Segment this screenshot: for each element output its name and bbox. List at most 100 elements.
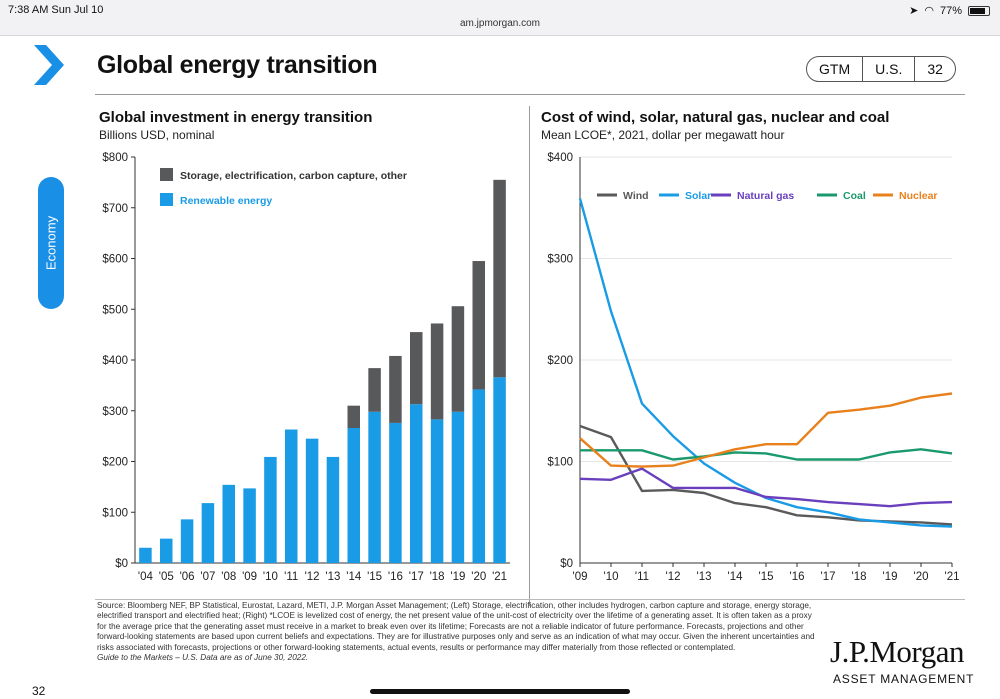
x-tick-label: '18: [852, 571, 867, 583]
y-tick-label: $300: [102, 406, 128, 418]
series-line-solar: [578, 198, 953, 528]
status-time: 7:38 AM Sun Jul 10: [8, 4, 104, 16]
bar-renewable: [305, 438, 319, 563]
bar-renewable: [472, 389, 485, 563]
sidebar-tab-economy[interactable]: [38, 177, 64, 309]
right-chart-subtitle: Mean LCOE*, 2021, dollar per megawatt ho…: [541, 128, 785, 142]
jpmorgan-logo: J.P.Morgan: [830, 634, 964, 669]
x-tick-label: '10: [604, 571, 619, 583]
x-tick-label: '13: [697, 571, 712, 583]
legend-label: Storage, electrification, carbon capture…: [180, 170, 407, 182]
left-chart-subtitle: Billions USD, nominal: [99, 128, 215, 142]
home-indicator[interactable]: [370, 689, 630, 694]
x-tick-label: '12: [305, 571, 320, 583]
y-tick-label: $800: [102, 152, 128, 164]
x-tick-label: '14: [346, 571, 362, 583]
y-tick-label: $500: [102, 304, 128, 316]
legend-label: Renewable energy: [180, 195, 272, 207]
y-tick-label: $200: [102, 457, 128, 469]
bar-renewable: [285, 429, 298, 563]
x-tick-label: '20: [471, 571, 486, 583]
bar-storage: [347, 405, 360, 429]
x-tick-label: '04: [138, 571, 154, 583]
bar-storage: [389, 355, 402, 423]
left-bar-chart: $0 $100 $200 $300 $400 $500 $600 $700 $800 '04 '05…: [102, 152, 510, 583]
y-tick-label: $0: [560, 558, 573, 570]
bar-storage: [410, 332, 423, 405]
bar-renewable: [368, 411, 381, 563]
right-chart-title: Cost of wind, solar, natural gas, nuclea…: [541, 109, 890, 126]
x-tick-label: '21: [492, 571, 507, 583]
x-tick-label: '15: [759, 571, 774, 583]
legend-swatch: [160, 168, 173, 181]
bar-renewable: [243, 488, 256, 563]
asset-management-label: ASSET MANAGEMENT: [833, 672, 975, 686]
page-number: 32: [32, 684, 46, 698]
legend-label: Nuclear: [899, 190, 938, 202]
bar-renewable: [451, 411, 465, 563]
series-line-nuclear: [579, 392, 953, 468]
bar-storage: [493, 179, 506, 378]
source-note: Source: Bloomberg NEF, BP Statistical, E…: [97, 601, 815, 663]
x-tick-label: '21: [945, 571, 960, 583]
x-tick-label: '09: [242, 571, 257, 583]
x-tick-label: '11: [635, 571, 649, 583]
wifi-icon: ◠: [924, 5, 934, 17]
footer-divider: [95, 599, 965, 600]
address-url[interactable]: am.jpmorgan.com: [459, 18, 541, 29]
x-tick-label: '10: [263, 571, 278, 583]
x-tick-label: '09: [573, 571, 588, 583]
bar-storage: [451, 306, 465, 412]
sidebar-tab-label: Economy: [43, 215, 59, 271]
x-tick-label: '16: [790, 571, 805, 583]
bar-renewable: [160, 538, 173, 563]
y-tick-label: $400: [102, 355, 128, 367]
x-tick-label: '17: [409, 571, 424, 583]
y-tick-label: $700: [102, 203, 128, 215]
legend-label: Coal: [843, 190, 866, 202]
bar-renewable: [201, 503, 215, 563]
bar-storage: [368, 368, 381, 412]
y-tick-label: $200: [547, 355, 573, 367]
y-tick-label: $100: [102, 507, 128, 519]
y-tick-label: $600: [102, 254, 128, 266]
y-tick-label: $100: [547, 457, 573, 469]
battery-icon: [968, 5, 990, 16]
series-line-wind: [579, 424, 953, 526]
x-tick-label: '11: [284, 571, 298, 583]
legend-swatch: [160, 193, 173, 206]
bar-renewable: [222, 484, 235, 563]
guide-note: Guide to the Markets – U.S. Data are as …: [97, 653, 309, 663]
tag-gtm: GTM: [807, 57, 864, 81]
title-divider: [95, 94, 965, 95]
x-tick-label: '18: [430, 571, 445, 583]
location-icon: ➤: [909, 5, 919, 17]
y-tick-label: $300: [547, 254, 573, 266]
x-tick-label: '07: [200, 571, 215, 583]
x-tick-label: '05: [159, 571, 174, 583]
bar-storage: [472, 261, 485, 390]
bar-renewable: [430, 419, 444, 563]
x-tick-label: '13: [325, 571, 340, 583]
bar-storage: [430, 323, 444, 420]
tag-page: 32: [927, 61, 943, 77]
slide-tags: GTM U.S. 32: [806, 56, 956, 82]
x-tick-label: '06: [180, 571, 195, 583]
source-text: Source: Bloomberg NEF, BP Statistical, E…: [97, 601, 815, 652]
y-tick-label: $400: [547, 152, 573, 164]
status-bar: 7:38 AM Sun Jul 10 am.jpmorgan.com ➤ ◠ 7…: [0, 0, 1000, 36]
series-line-natural-gas: [579, 467, 953, 508]
x-tick-label: '14: [728, 571, 744, 583]
bar-renewable: [389, 422, 402, 563]
bar-renewable: [347, 428, 360, 563]
x-tick-label: '15: [367, 571, 382, 583]
x-tick-label: '17: [821, 571, 836, 583]
left-chart-title: Global investment in energy transition: [99, 109, 373, 126]
x-tick-label: '16: [388, 571, 403, 583]
bar-renewable: [326, 456, 340, 563]
bar-renewable: [493, 377, 506, 563]
x-tick-label: '20: [914, 571, 929, 583]
x-tick-label: '19: [883, 571, 898, 583]
legend-label: Natural gas: [737, 190, 794, 202]
battery-percent: 77%: [939, 4, 962, 17]
